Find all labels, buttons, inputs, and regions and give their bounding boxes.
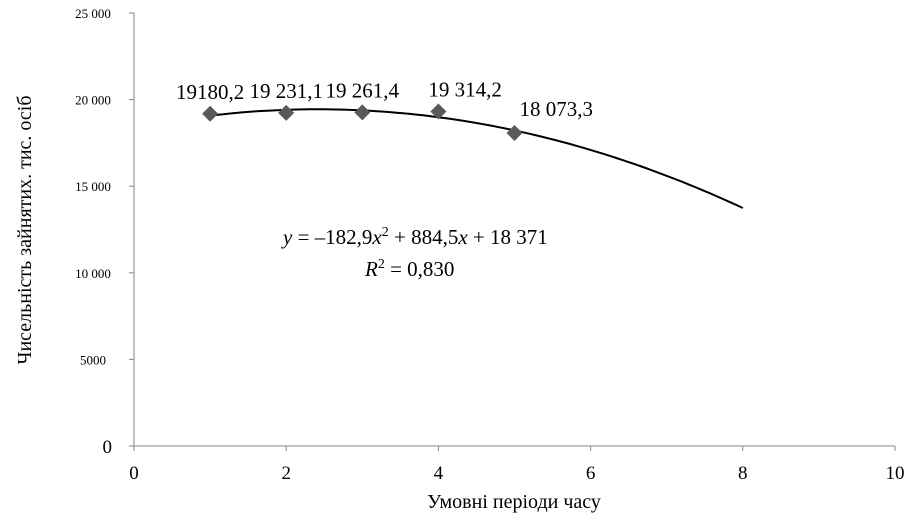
x-tick-label: 8 [738,463,748,484]
data-point [202,105,219,122]
y-tick-label: 10 000 [75,266,111,281]
y-tick-label: 0 [103,437,113,458]
x-axis-title: Умовні періоди часу [427,491,601,513]
data-point [278,104,295,121]
r-squared: R2 = 0,830 [364,257,454,281]
y-axis-title: Чисельність зайнятих. тис. осіб [14,95,36,364]
x-tick-label: 2 [281,463,291,484]
y-tick-label: 5000 [80,352,106,367]
trend-equation: y = –182,9x2 + 884,5x + 18 371 [281,225,548,249]
x-tick-label: 6 [586,463,596,484]
y-tick-label: 15 000 [75,179,111,194]
trendline [209,108,744,209]
data-point [354,104,371,121]
plot-area: 0 5000 10 000 15 000 20 000 25 000 0 2 4 6 8 10 1918… [75,6,904,484]
x-tick-label: 10 [886,463,905,484]
y-tick-label: 25 000 [75,6,111,21]
data-label: 19 231,1 [249,79,323,103]
x-tick-label: 4 [434,463,444,484]
data-label: 19 261,4 [326,78,400,102]
data-label: 19180,2 [176,80,244,104]
x-tick-label: 0 [129,463,139,484]
data-label: 19 314,2 [428,77,502,101]
data-point [430,103,447,120]
data-label: 18 073,3 [520,97,594,121]
data-point [506,124,523,141]
y-tick-label: 20 000 [75,93,111,108]
